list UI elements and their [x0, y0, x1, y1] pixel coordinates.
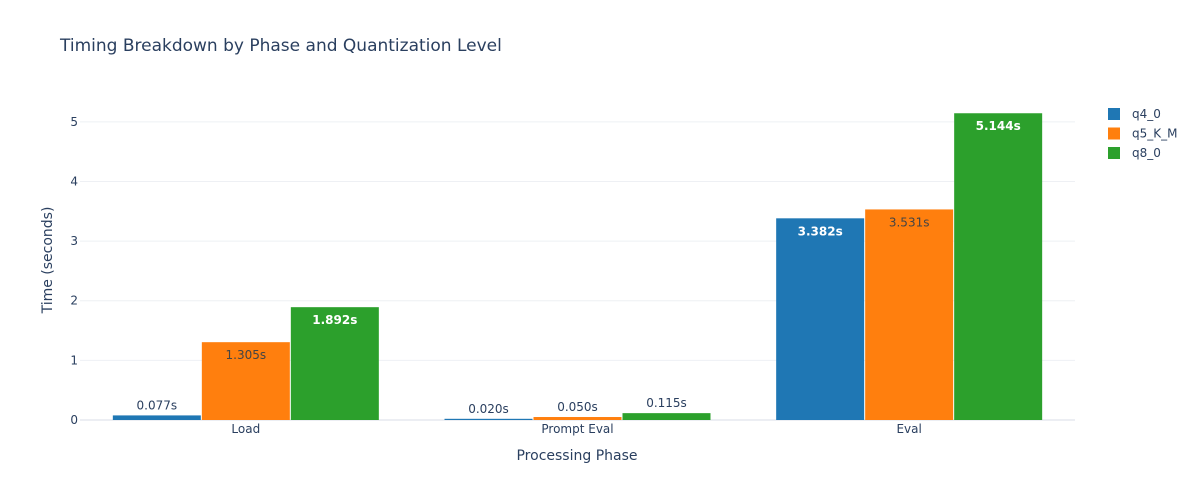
x-axis-title: Processing Phase [516, 448, 637, 464]
legend-item-q5_K_M[interactable]: q5_K_M [1108, 127, 1177, 141]
y-axis-ticks: 0 1 2 3 4 5 [70, 115, 78, 427]
y-tick-label: 3 [70, 234, 78, 248]
y-axis-title: Time (seconds) [40, 207, 56, 315]
bar-q8_0-prompt-eval [622, 413, 711, 420]
legend-label: q4_0 [1132, 107, 1161, 121]
bars [112, 113, 1043, 420]
data-label: 1.305s [226, 348, 267, 362]
bar-q5_K_M-prompt-eval [533, 417, 622, 420]
legend-swatch [1108, 147, 1120, 159]
data-label: 3.531s [889, 215, 930, 229]
bar-q8_0-eval [954, 113, 1043, 420]
legend-item-q8_0[interactable]: q8_0 [1108, 146, 1161, 160]
y-tick-label: 2 [70, 294, 78, 308]
data-labels: 0.077s 1.305s 1.892s 0.020s 0.050s 0.115s 3.38… [137, 119, 1021, 416]
bar-q4_0-eval [776, 218, 865, 420]
x-tick-label: Eval [896, 422, 921, 436]
y-tick-label: 1 [70, 353, 78, 367]
bar-q4_0-prompt-eval [444, 418, 533, 420]
data-label: 5.144s [976, 119, 1021, 133]
data-label: 3.382s [798, 224, 843, 238]
chart-title: Timing Breakdown by Phase and Quantizati… [59, 36, 502, 56]
y-tick-label: 5 [70, 115, 78, 129]
legend-label: q5_K_M [1132, 127, 1177, 141]
data-label: 0.020s [468, 402, 509, 416]
legend-swatch [1108, 127, 1120, 140]
x-tick-label: Load [231, 422, 260, 436]
bar-q4_0-load [112, 415, 201, 420]
legend[interactable]: q4_0 q5_K_M q8_0 [1108, 107, 1177, 160]
bar-q8_0-load [290, 307, 379, 420]
legend-label: q8_0 [1132, 146, 1161, 160]
data-label: 0.077s [137, 398, 178, 412]
bar-q5_K_M-eval [865, 209, 954, 420]
data-label: 0.050s [557, 400, 598, 414]
x-axis-ticks: Load Prompt Eval Eval [231, 422, 921, 436]
y-tick-label: 0 [70, 413, 78, 427]
x-tick-label: Prompt Eval [541, 422, 613, 436]
data-label: 1.892s [312, 313, 357, 327]
legend-item-q4_0[interactable]: q4_0 [1108, 107, 1161, 121]
legend-swatch [1108, 108, 1120, 120]
data-label: 0.115s [646, 396, 687, 410]
bar-q5_K_M-load [201, 342, 290, 420]
y-tick-label: 4 [70, 174, 78, 188]
